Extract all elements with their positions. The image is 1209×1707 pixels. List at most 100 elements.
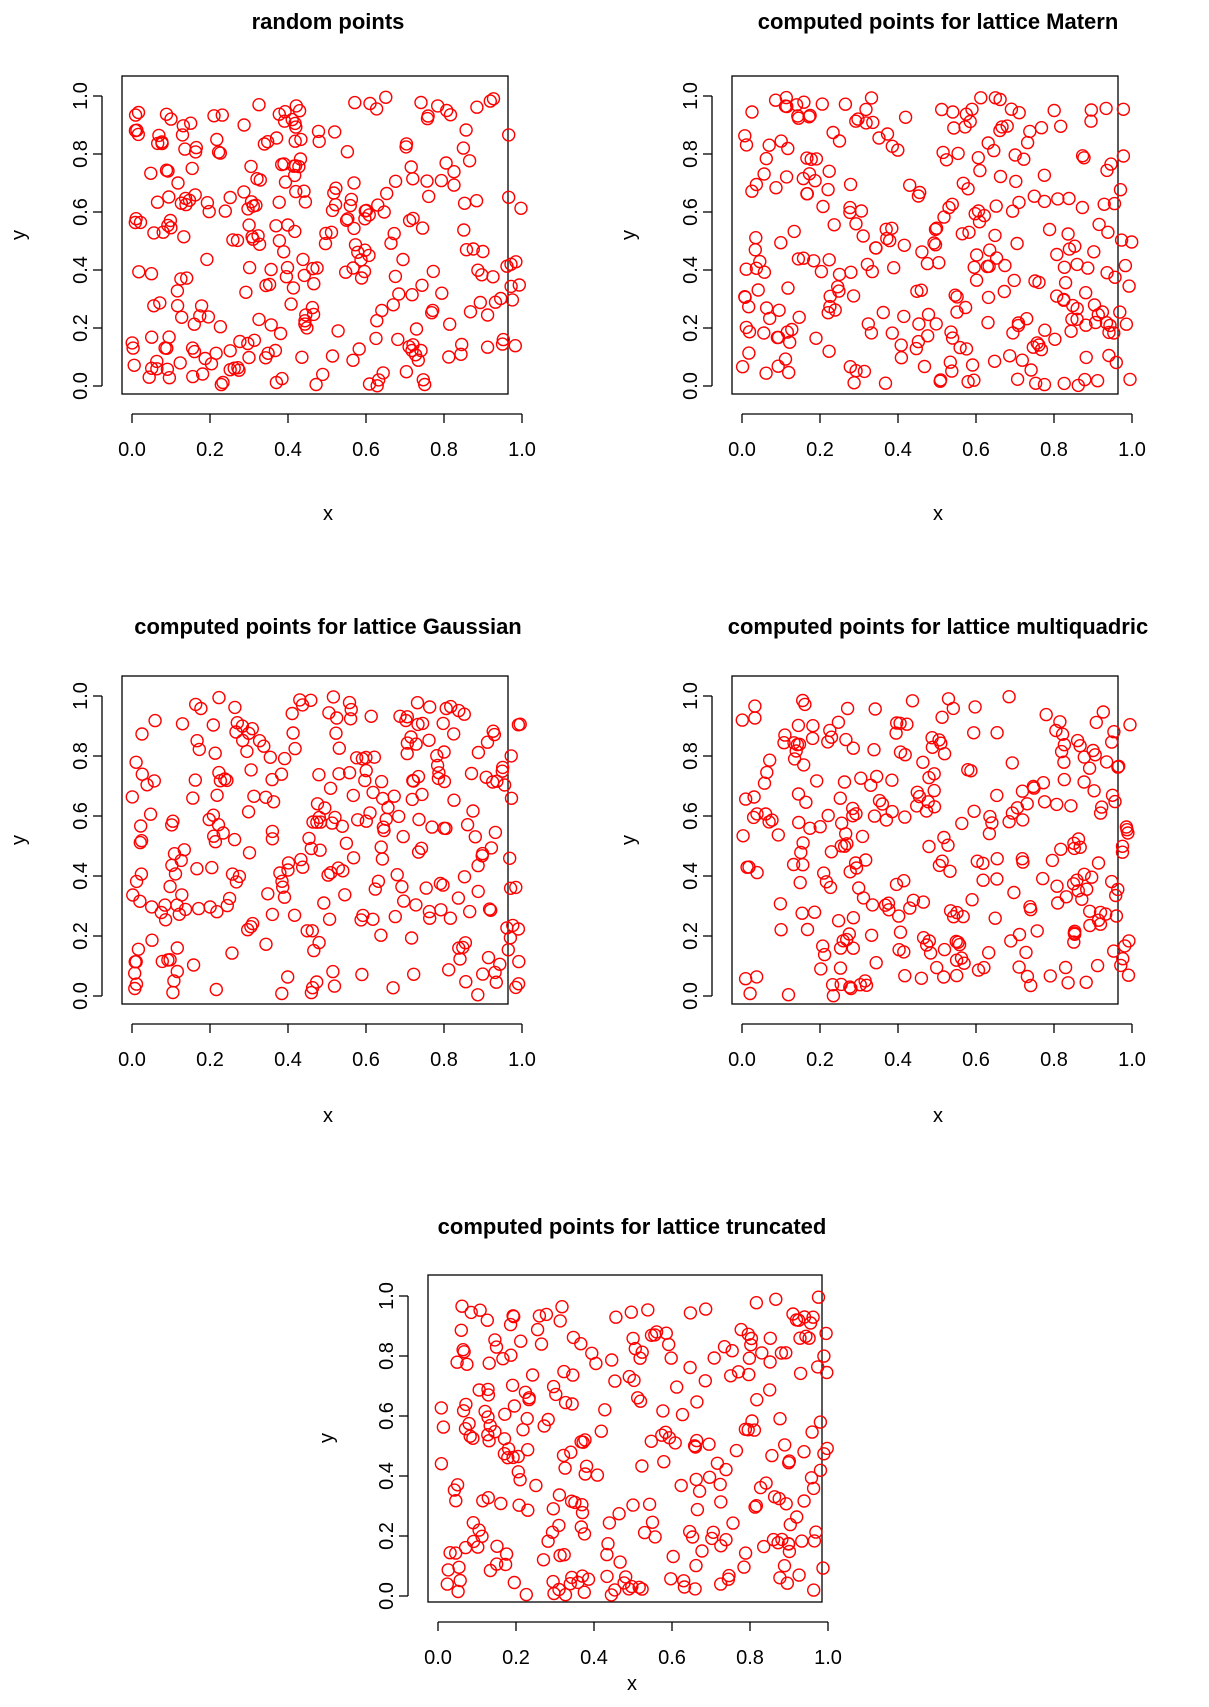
data-point (1073, 739, 1087, 753)
data-point (352, 342, 366, 356)
data-point (466, 242, 480, 256)
data-point (212, 690, 226, 705)
data-point (935, 710, 949, 724)
data-point (805, 731, 820, 746)
data-point (329, 726, 343, 740)
data-point (577, 1585, 591, 1599)
data-point (1054, 744, 1069, 759)
data-point (456, 1404, 471, 1418)
data-point (721, 1572, 736, 1586)
panel-title: computed points for lattice Matern (758, 9, 1119, 34)
data-point (1084, 870, 1099, 884)
data-point (854, 771, 868, 785)
data-point (944, 325, 958, 339)
x-tick-label: 1.0 (1118, 1049, 1146, 1071)
data-point (339, 213, 354, 228)
data-point (522, 1392, 536, 1407)
data-point (666, 1549, 680, 1564)
data-point (807, 905, 822, 919)
panel-title: computed points for lattice Gaussian (134, 614, 522, 639)
data-point (927, 783, 941, 798)
data-point (504, 279, 518, 294)
data-point (170, 964, 185, 979)
data-point (374, 774, 389, 789)
data-point (469, 193, 484, 208)
data-point (519, 1587, 533, 1602)
data-point (950, 305, 964, 319)
data-point (774, 1346, 789, 1360)
data-point (536, 1553, 551, 1567)
data-point (332, 741, 346, 755)
data-point (225, 867, 240, 881)
data-point (816, 1561, 830, 1575)
y-axis-label: y (618, 230, 640, 240)
data-point (278, 104, 292, 119)
data-point (695, 1544, 709, 1558)
y-tick-label: 0.6 (680, 198, 702, 226)
data-point (683, 1306, 698, 1320)
plot-frame (121, 675, 509, 1005)
data-point (750, 1392, 764, 1407)
data-point (1016, 813, 1030, 827)
data-point (539, 1307, 554, 1322)
data-point (929, 317, 943, 331)
data-point (763, 1383, 777, 1397)
data-point (450, 1355, 464, 1369)
data-point (460, 1357, 474, 1372)
data-point (917, 359, 932, 374)
data-point (521, 1442, 535, 1457)
data-point (230, 233, 245, 248)
data-point (1050, 879, 1064, 893)
data-point (194, 299, 209, 313)
data-point (188, 697, 203, 712)
data-point (849, 114, 863, 128)
y-tick-label: 0.2 (376, 1522, 398, 1550)
data-point (803, 821, 817, 835)
data-point (392, 809, 406, 824)
data-point (1004, 934, 1018, 948)
data-point (937, 942, 952, 957)
data-point (318, 236, 333, 251)
y-tick-label: 1.0 (376, 1282, 398, 1310)
data-point (1057, 260, 1072, 274)
data-point (532, 1309, 547, 1323)
data-point (502, 190, 516, 205)
data-point (1079, 975, 1093, 989)
data-point (832, 267, 847, 282)
data-point (433, 876, 448, 891)
data-point (956, 176, 970, 191)
data-point (223, 344, 237, 358)
data-point (359, 814, 373, 828)
data-point (885, 773, 899, 787)
data-point (415, 278, 429, 292)
x-tick-label: 0.6 (962, 439, 990, 461)
data-point (490, 774, 504, 788)
data-point (277, 114, 292, 128)
data-point (781, 988, 796, 1002)
data-point (284, 297, 298, 311)
data-point (847, 376, 861, 390)
data-point (530, 1322, 545, 1337)
data-point (447, 793, 461, 807)
y-tick-label: 0.6 (680, 802, 702, 830)
data-point (1077, 775, 1091, 789)
data-point (893, 745, 908, 759)
data-point (476, 244, 490, 259)
data-point (239, 285, 253, 299)
y-tick-label: 0.4 (680, 862, 702, 890)
data-point (983, 243, 997, 257)
data-point (809, 331, 823, 345)
data-point (990, 872, 1004, 886)
data-point (411, 717, 425, 732)
data-point (734, 1322, 748, 1337)
data-point (719, 1462, 733, 1477)
data-point (916, 895, 931, 909)
data-point (410, 696, 425, 710)
data-point (625, 1579, 639, 1594)
data-point (771, 359, 785, 373)
data-point (1062, 191, 1076, 206)
data-point (793, 1366, 808, 1381)
data-point (967, 726, 981, 740)
data-point (817, 1447, 831, 1461)
data-point (1007, 885, 1021, 900)
